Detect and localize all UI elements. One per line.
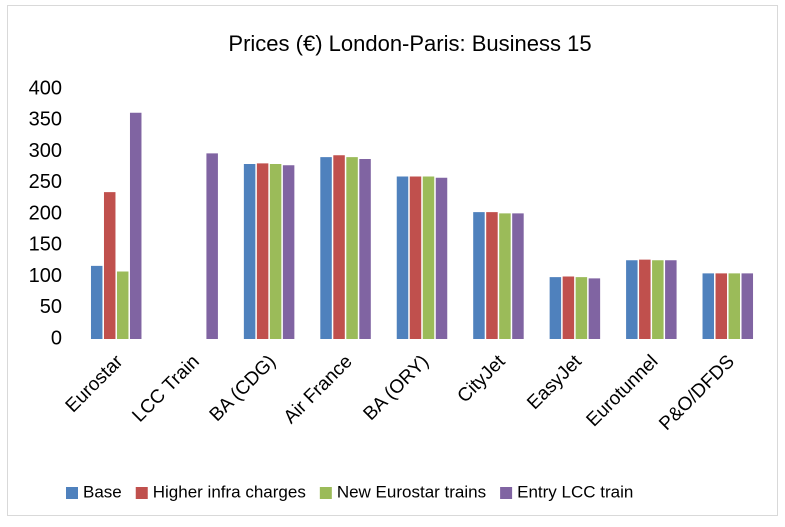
bar (512, 213, 524, 339)
y-tick-label: 250 (29, 171, 62, 193)
y-tick-label: 300 (29, 140, 62, 162)
chart-title: Prices (€) London-Paris: Business 15 (228, 31, 591, 56)
bar (359, 159, 371, 339)
bar (269, 164, 282, 339)
legend-label: Higher infra charges (153, 482, 306, 501)
bar (256, 163, 269, 339)
bar (486, 212, 498, 339)
legend-label: New Eurostar trains (337, 482, 486, 501)
bar (639, 259, 651, 339)
bar (346, 157, 358, 339)
y-tick-label: 400 (29, 77, 62, 99)
bar (129, 112, 142, 339)
bar (652, 260, 664, 339)
bar (588, 278, 601, 339)
bar (562, 276, 575, 339)
bar (549, 277, 562, 339)
bar (396, 176, 409, 339)
bar (741, 273, 754, 339)
legend-swatch (319, 487, 332, 499)
y-tick-label: 200 (29, 202, 62, 224)
bar (715, 273, 728, 339)
y-tick-label: 50 (40, 296, 62, 318)
bar (103, 192, 116, 339)
y-tick-label: 0 (51, 327, 62, 349)
bar (728, 273, 741, 339)
legend-swatch (66, 487, 78, 499)
legend-swatch (135, 487, 148, 499)
bar (90, 265, 103, 339)
bar (575, 277, 588, 339)
bar (499, 213, 511, 339)
legend-label: Base (83, 482, 122, 501)
bar (435, 177, 448, 339)
bar (473, 212, 485, 339)
legend-label: Entry LCC train (517, 482, 633, 501)
bar (626, 260, 638, 339)
bar (282, 165, 295, 339)
bar (206, 153, 218, 339)
bar (333, 155, 345, 339)
bar (665, 260, 677, 339)
bar (702, 273, 715, 339)
legend-swatch (500, 487, 513, 499)
y-tick-label: 150 (29, 234, 62, 256)
bar (409, 176, 422, 339)
bar (422, 176, 435, 339)
bar (243, 164, 256, 339)
y-tick-label: 100 (29, 265, 62, 287)
bar (320, 157, 332, 339)
bar (116, 271, 129, 339)
y-tick-label: 350 (29, 109, 62, 131)
